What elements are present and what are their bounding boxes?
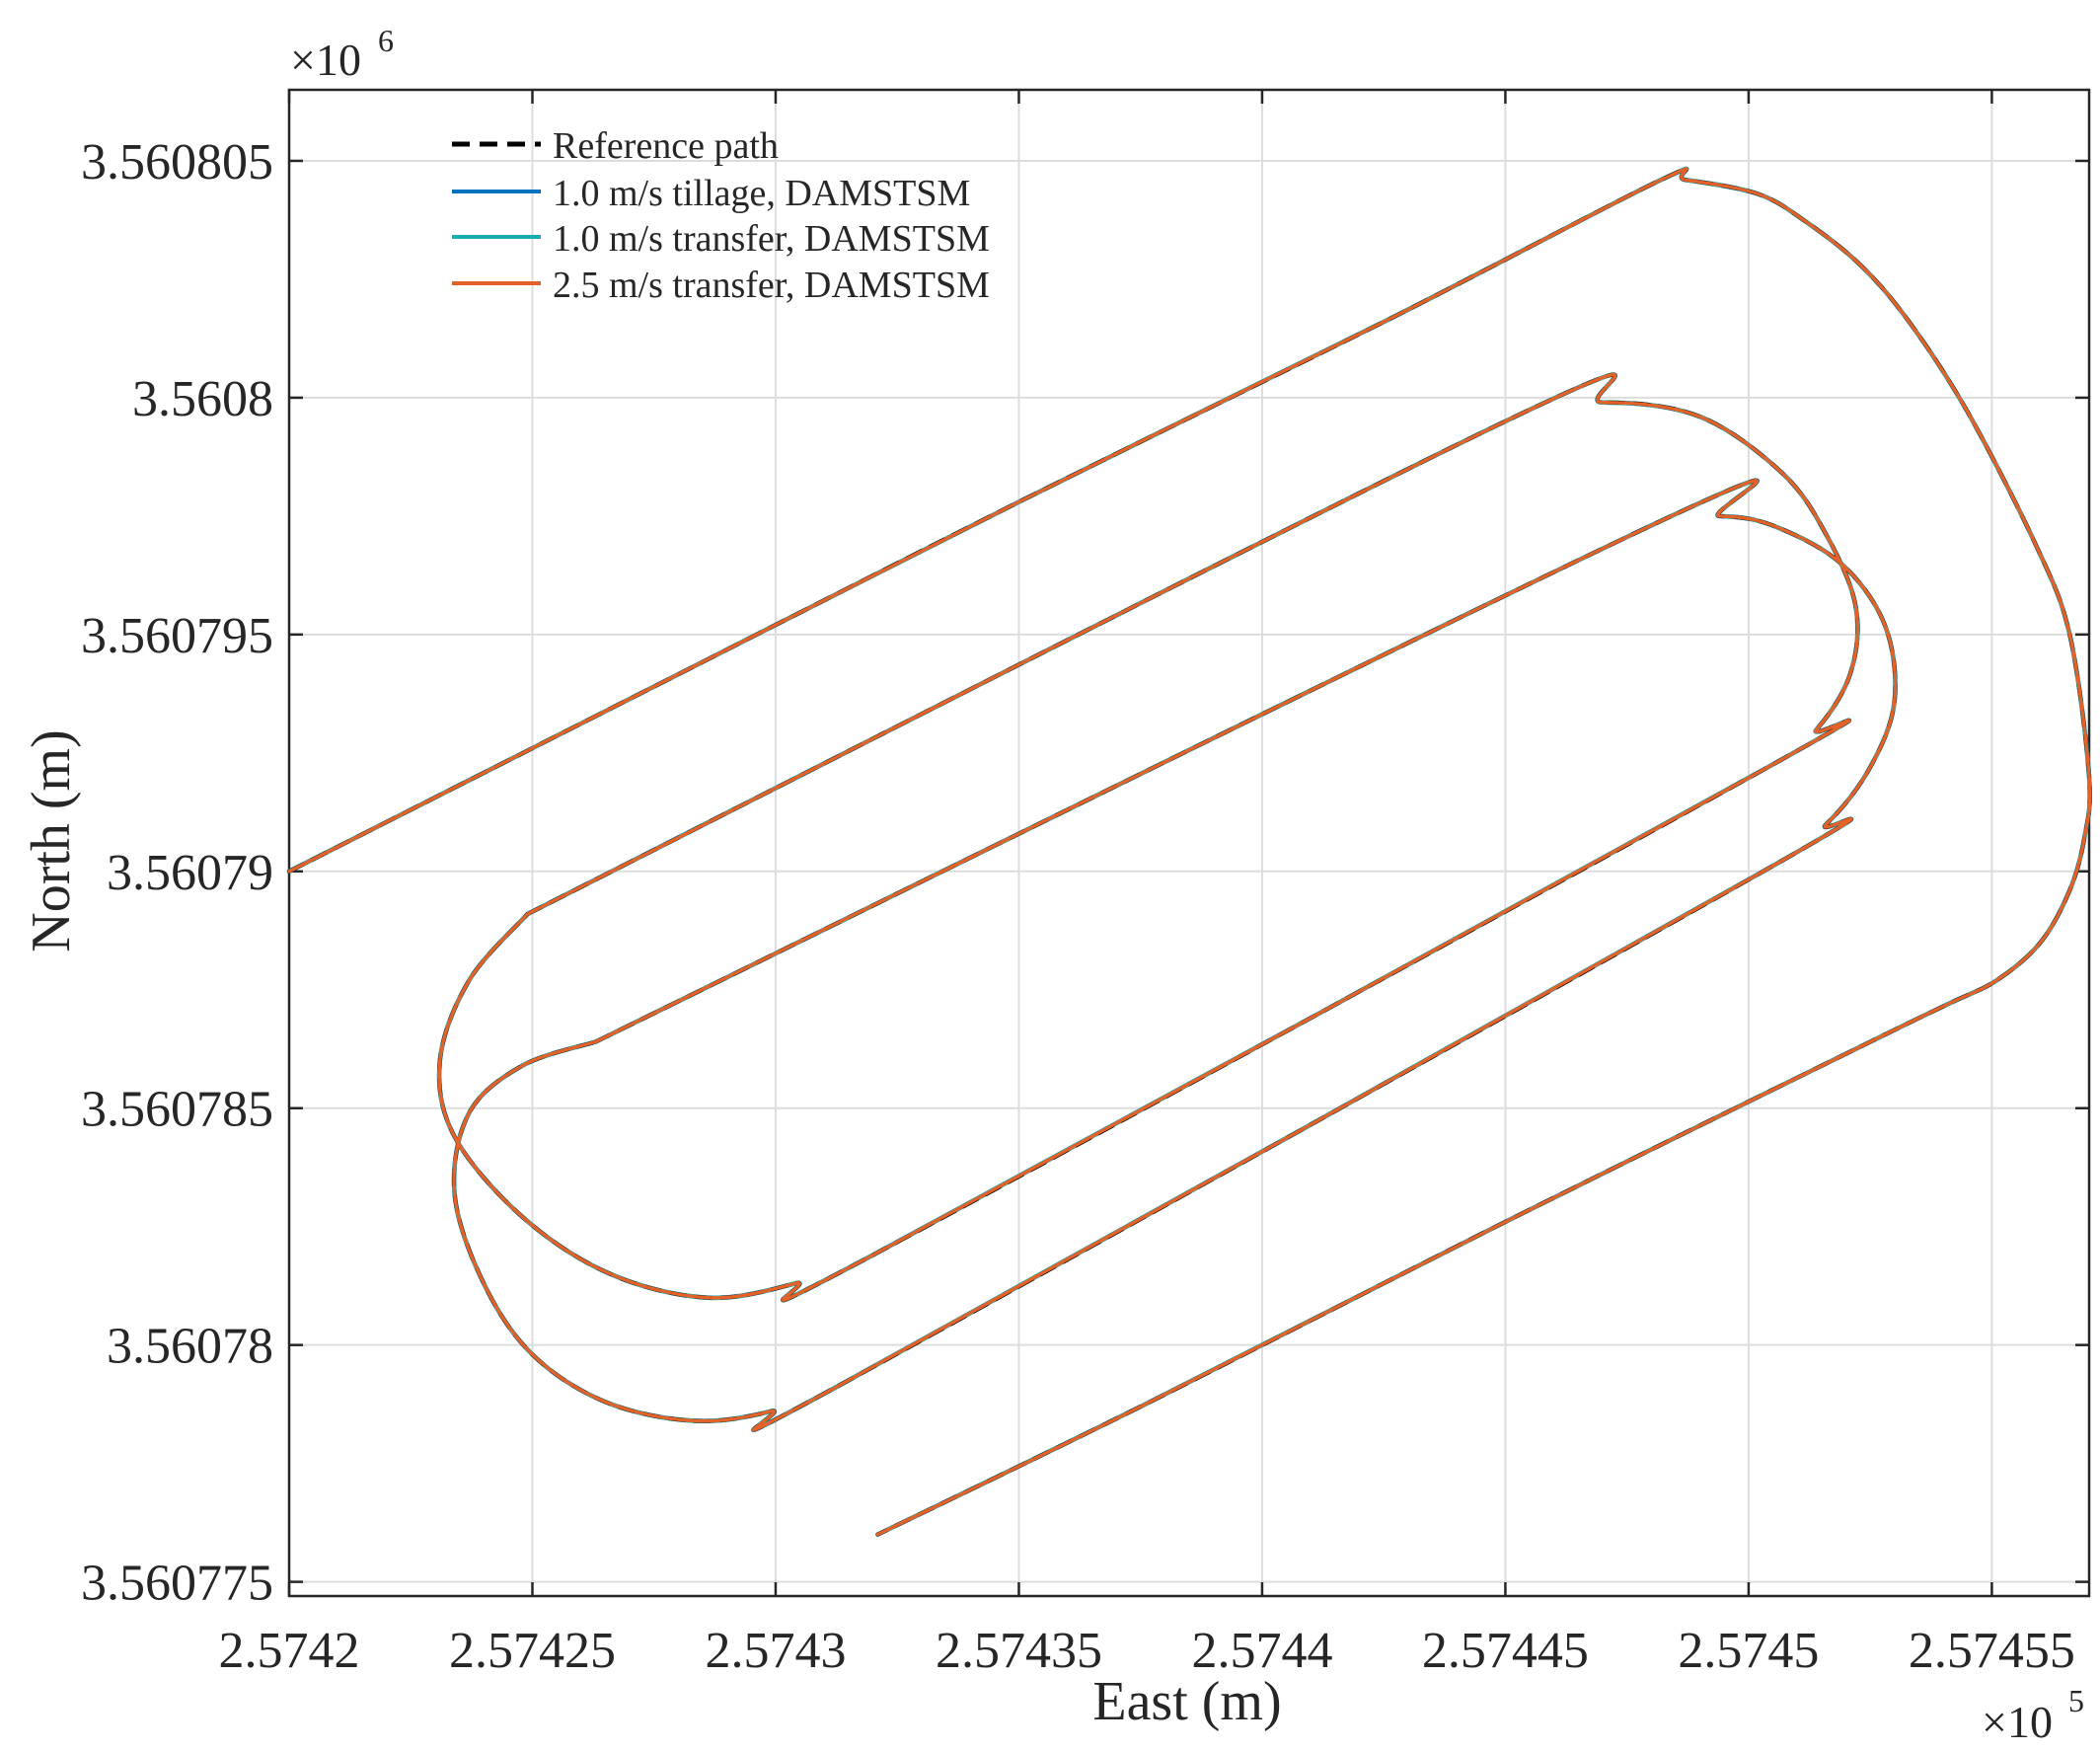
y-axis-label: North (m) [21, 729, 82, 952]
plot-area [287, 88, 2091, 1598]
x-axis-label: East (m) [1092, 1671, 1281, 1732]
x-tick-label: 2.5745 [1678, 1623, 1819, 1679]
x-multiplier-base: ×10 [1982, 1697, 2053, 1747]
axis-ticks: 2.5742 2.57425 2.5743 2.57435 2.5744 2.57445 2… [81, 90, 2089, 1679]
legend-label-transfer-1-0: 1.0 m/s transfer, DAMSTSM [553, 218, 990, 260]
x-tick-label: 2.57455 [1909, 1623, 2075, 1679]
y-tick-label: 3.5608 [132, 371, 273, 427]
x-tick-label: 2.5742 [219, 1623, 360, 1679]
series-paths [286, 166, 2093, 1537]
x-tick-label: 2.57425 [449, 1623, 616, 1679]
x-tick-label: 2.5743 [705, 1623, 846, 1679]
x-multiplier-exponent: 5 [2068, 1683, 2084, 1718]
legend: Reference path 1.0 m/s tillage, DAMSTSM … [452, 125, 990, 306]
legend-label-transfer-2-5: 2.5 m/s transfer, DAMSTSM [553, 265, 990, 306]
y-tick-label: 3.560795 [81, 608, 273, 664]
x-tick-label: 2.57435 [936, 1623, 1102, 1679]
series-transfer-2-5-segment-0 [287, 167, 2092, 1537]
x-tick-label: 2.5744 [1191, 1623, 1332, 1679]
y-tick-label: 3.56079 [107, 845, 273, 901]
y-tick-label: 3.560805 [81, 134, 273, 190]
legend-label-tillage-1-0: 1.0 m/s tillage, DAMSTSM [553, 173, 970, 214]
x-multiplier: ×10 5 [1982, 1683, 2084, 1747]
x-tick-label: 2.57445 [1422, 1623, 1589, 1679]
y-tick-label: 3.560785 [81, 1082, 273, 1138]
y-multiplier: ×10 6 [290, 23, 394, 85]
series-transfer-2-5-segment-2 [452, 479, 1898, 1432]
y-multiplier-exponent: 6 [378, 23, 394, 58]
y-tick-label: 3.56078 [107, 1319, 273, 1375]
series-transfer-2-5-segment-1 [437, 372, 1860, 1302]
y-multiplier-base: ×10 [290, 35, 361, 85]
y-tick-label: 3.560775 [81, 1556, 273, 1612]
grid [288, 90, 2089, 1596]
legend-label-reference-path: Reference path [553, 125, 779, 167]
